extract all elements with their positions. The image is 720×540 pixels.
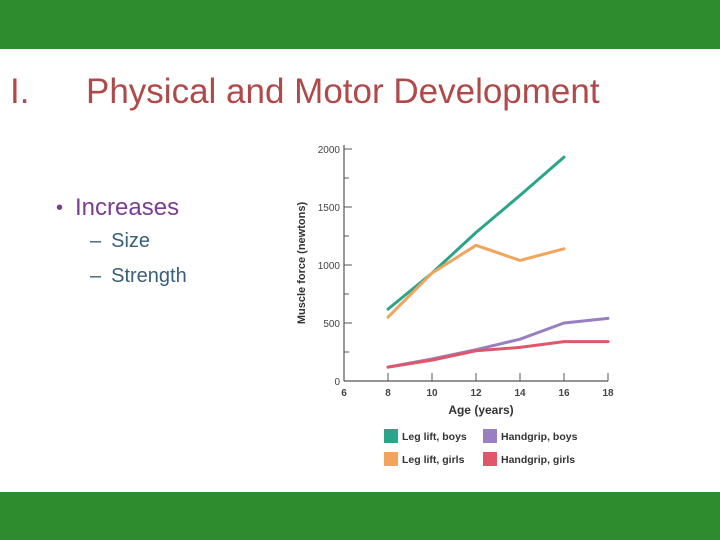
slide-title: Physical and Motor Development [86,72,600,111]
y-tick-label: 1500 [318,203,341,214]
sub-bullet-item: – Size [90,224,187,259]
legend-swatch [384,452,398,466]
sub-bullet-item: – Strength [90,259,187,294]
bottom-band [0,492,720,540]
bullet-text: Increases [75,194,180,221]
bullet-dot-icon: • [56,197,64,219]
series-line [386,155,566,311]
x-tick-label: 12 [470,388,482,399]
legend-label: Handgrip, girls [501,454,575,466]
sub-bullet-dash: – [90,230,102,252]
top-band [0,0,720,49]
y-tick-label: 1000 [318,261,341,272]
legend-label: Handgrip, boys [501,431,578,443]
x-axis-title: Age (years) [448,403,513,417]
series-line [386,340,610,369]
legend-swatch [483,429,497,443]
sub-bullet-text: Strength [111,265,187,287]
bullet-list: • Increases – Size – Strength [56,192,187,294]
legend-swatch [384,429,398,443]
x-tick-label: 10 [426,388,438,399]
x-tick-label: 18 [602,388,614,399]
x-tick-label: 14 [514,388,526,399]
y-axis-title: Muscle force (newtons) [296,202,308,325]
legend-label: Leg lift, boys [402,431,467,443]
sub-bullet-dash: – [90,265,102,287]
x-tick-label: 16 [558,388,570,399]
y-tick-label: 500 [323,319,340,330]
legend-label: Leg lift, girls [402,454,465,466]
x-tick-label: 8 [385,388,391,399]
y-tick-label: 2000 [318,145,341,156]
x-tick-label: 6 [341,388,347,399]
y-tick-label: 0 [334,377,340,388]
bullet-item: • Increases [56,192,187,224]
legend-swatch [483,452,497,466]
slide-number: I. [10,72,30,111]
series-line [386,243,566,319]
sub-bullet-text: Size [111,230,151,252]
